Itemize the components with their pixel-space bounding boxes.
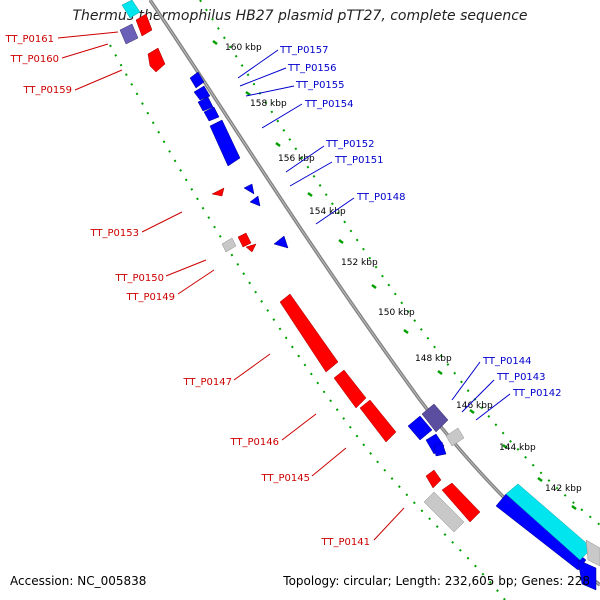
map-title: Thermus thermophilus HB27 plasmid pTT27,… (72, 8, 528, 24)
gene-label-tt-p0147[interactable]: TT_P0147 (182, 377, 232, 388)
gene-label-tt-p0145[interactable]: TT_P0145 (260, 473, 310, 484)
gene-tt-p0147[interactable] (279, 293, 339, 373)
tick-mark (212, 40, 218, 45)
gene-tt-p0159[interactable] (147, 47, 166, 73)
connector-line (315, 197, 355, 225)
tick-mark (537, 477, 543, 482)
gene-label-tt-p0150[interactable]: TT_P0150 (114, 273, 164, 284)
kbp-label: 154 kbp (309, 207, 346, 217)
gene-label-tt-p0155[interactable]: TT_P0155 (295, 80, 345, 91)
gene-tt-p0156[interactable] (193, 85, 211, 101)
gene-label-tt-p0152[interactable]: TT_P0152 (325, 139, 375, 150)
kbp-label: 158 kbp (250, 99, 287, 109)
gene-grey-2[interactable] (445, 427, 465, 447)
gene-tt-p0142[interactable] (495, 493, 587, 571)
connector-line (177, 269, 215, 295)
gene-label-tt-p0141[interactable]: TT_P0141 (320, 537, 370, 548)
gene-tt-p0149[interactable] (245, 243, 257, 253)
kbp-label: 146 kbp (456, 401, 493, 411)
gene-label-tt-p0151[interactable]: TT_P0151 (334, 155, 384, 166)
kbp-label: 150 kbp (378, 308, 415, 318)
gene-tt-p0144-a[interactable] (407, 415, 433, 441)
gene-label-tt-p0148[interactable]: TT_P0148 (356, 192, 406, 203)
tick-mark (245, 91, 251, 96)
gene-tt-p0152[interactable] (243, 183, 255, 195)
kbp-label: 148 kbp (415, 354, 452, 364)
gene-tt-p0153[interactable] (211, 187, 225, 197)
gene-tt-p0145[interactable] (425, 469, 442, 489)
connector-line (74, 69, 123, 91)
connector-line (61, 43, 109, 59)
gene-label-tt-p0156[interactable]: TT_P0156 (287, 63, 337, 74)
gene-label-tt-p0161[interactable]: TT_P0161 (4, 34, 54, 45)
tick-mark (338, 239, 344, 244)
connector-line (57, 31, 119, 39)
connector-line (141, 211, 183, 233)
gene-label-tt-p0142[interactable]: TT_P0142 (512, 388, 562, 399)
gene-label-tt-p0159[interactable]: TT_P0159 (22, 85, 72, 96)
tick-mark (571, 505, 577, 510)
gene-grey-3[interactable] (423, 491, 465, 533)
connector-line (461, 379, 495, 413)
gene-label-tt-p0144[interactable]: TT_P0144 (482, 356, 532, 367)
gene-tt-p0154[interactable] (209, 119, 241, 167)
connector-line (289, 161, 333, 187)
gene-cyan-top[interactable] (121, 0, 141, 19)
gene-label-tt-p0157[interactable]: TT_P0157 (279, 45, 329, 56)
kbp-label: 152 kbp (341, 258, 378, 268)
tick-mark (502, 444, 508, 449)
connector-line (281, 413, 317, 441)
summary-label: Topology: circular; Length: 232,605 bp; … (283, 574, 590, 588)
tick-mark (307, 192, 313, 197)
kbp-label: 142 kbp (545, 484, 582, 494)
tick-mark (275, 142, 281, 147)
accession-label: Accession: NC_005838 (10, 574, 147, 588)
connector-line (261, 103, 303, 129)
tick-marks (212, 40, 577, 510)
outer-dotted-ring (199, 0, 600, 526)
connector-line (237, 49, 279, 79)
gene-tt-p0157[interactable] (189, 71, 205, 89)
gene-grey-1[interactable] (221, 237, 237, 253)
gene-tt-p0154-a[interactable] (203, 106, 220, 122)
connector-line (233, 353, 271, 381)
connector-line (239, 67, 287, 87)
gene-label-tt-p0154[interactable]: TT_P0154 (304, 99, 354, 110)
tick-mark (469, 409, 475, 414)
connector-line (165, 259, 207, 277)
gene-label-tt-p0149[interactable]: TT_P0149 (125, 292, 175, 303)
gene-tt-p0150[interactable] (237, 232, 252, 248)
gene-label-tt-p0160[interactable]: TT_P0160 (9, 54, 59, 65)
gene-tt-p0146-a[interactable] (333, 369, 367, 409)
gene-tt-p0155[interactable] (197, 96, 214, 112)
gene-purple-top[interactable] (119, 23, 139, 45)
gene-grey-edge[interactable] (585, 539, 600, 567)
gene-tt-p0146[interactable] (359, 399, 397, 443)
tick-mark (371, 284, 377, 289)
gene-label-tt-p0146[interactable]: TT_P0146 (229, 437, 279, 448)
gene-tt-p0160[interactable] (135, 13, 153, 37)
gene-purple-right[interactable] (421, 403, 449, 433)
connector-line (373, 507, 405, 541)
connector-line (451, 361, 481, 401)
connector-line (245, 85, 295, 97)
connector-line (285, 145, 325, 173)
kbp-label: 160 kbp (225, 43, 262, 53)
tick-mark (437, 370, 443, 375)
gene-edge-blue[interactable] (577, 559, 597, 591)
kbp-label: 144 kbp (499, 443, 536, 453)
connector-line (311, 447, 347, 477)
gene-tt-p0142-a[interactable] (433, 441, 447, 457)
gene-tt-p0148[interactable] (273, 235, 289, 249)
tick-mark (403, 329, 409, 334)
gene-label-tt-p0143[interactable]: TT_P0143 (496, 372, 546, 383)
connector-line (475, 393, 511, 421)
gene-label-tt-p0153[interactable]: TT_P0153 (89, 228, 139, 239)
gene-tt-p0151[interactable] (249, 195, 261, 207)
gene-tt-p0141[interactable] (441, 482, 481, 523)
kbp-label: 156 kbp (278, 154, 315, 164)
